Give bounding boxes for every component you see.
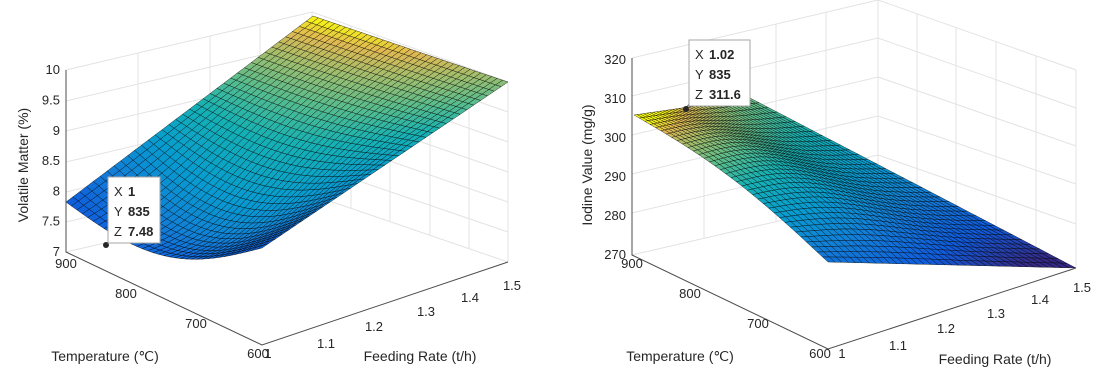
z-tick-label: 270 [604,247,626,262]
y-tick-label: 900 [621,256,643,271]
z-tick-label: 9.5 [42,93,60,108]
datatip-y-key: Y [695,67,704,82]
x-tick-label: 1.4 [1031,292,1049,307]
datatip-box [107,176,161,244]
x-tick-label: 1.1 [889,338,907,353]
iodine-value-surface-plot[interactable]: 270 280 290 300 310 320 600 700 800 900 1 1.1 1.2 1.3… [579,0,1091,367]
datatip-marker [683,106,689,112]
datatip-y-key: Y [114,204,123,219]
z-tick-label: 300 [604,130,626,145]
datatip-right[interactable]: X 1.02 Y 835 Z 311.6 [683,39,751,112]
x-tick-label: 1.3 [987,306,1005,321]
z-tick-label: 7.5 [42,214,60,229]
x-axis-label: Feeding Rate (t/h) [364,348,477,364]
datatip-x-key: X [114,184,123,199]
y-tick-label: 700 [747,316,769,331]
z-tick-label: 280 [604,208,626,223]
x-tick-label: 1.5 [503,278,521,293]
z-tick-label: 9 [53,123,60,138]
z-tick-label: 320 [604,52,626,67]
y-tick-label: 900 [55,256,77,271]
datatip-z-key: Z [114,224,122,239]
z-axis-label: Iodine Value (mg/g) [579,104,595,225]
datatip-x-value: 1 [128,184,135,199]
z-tick-label: 310 [604,91,626,106]
y-axis-label: Temperature (℃) [51,348,159,364]
y-tick-label: 600 [809,346,831,361]
x-axis-label: Feeding Rate (t/h) [939,351,1052,367]
x-tick-label: 1.5 [1073,280,1091,295]
y-tick-label: 700 [185,316,207,331]
y-axis-label: Temperature (℃) [626,348,734,364]
x-tick-label: 1.1 [317,336,335,351]
x-tick-label: 1.4 [461,290,479,305]
datatip-z-value: 311.6 [709,87,741,102]
z-tick-label: 290 [604,169,626,184]
x-tick-label: 1 [264,346,271,361]
x-tick-label: 1.3 [417,304,435,319]
y-tick-label: 600 [247,346,269,361]
x-tick-label: 1 [838,346,845,361]
z-axis-label: Volatile Matter (%) [15,108,31,222]
datatip-x-value: 1.02 [709,47,734,62]
x-tick-label: 1.2 [937,321,955,336]
datatip-z-value: 7.48 [128,224,153,239]
z-tick-label: 7 [53,244,60,259]
surface-patch [495,79,509,87]
x-tick-label: 1.2 [365,319,383,334]
y-tick-label: 800 [115,286,137,301]
z-tick-label: 8 [53,183,60,198]
datatip-x-key: X [695,47,704,62]
axes-left-plot [65,70,509,346]
z-tick-label: 8.5 [42,153,60,168]
datatip-y-value: 835 [128,204,150,219]
datatip-z-key: Z [695,87,703,102]
datatip-y-value: 835 [709,67,731,82]
datatip-left[interactable]: X 1 Y 835 Z 7.48 [103,176,161,248]
surface-mesh-right [633,97,1077,269]
axes-right-plot [631,58,1077,350]
z-tick-label: 10 [46,62,60,77]
y-tick-label: 800 [679,286,701,301]
volatile-matter-surface-plot[interactable]: 7 7.5 8 8.5 9 9.5 10 600 700 800 900 1 1.1 1.2 1.3 1.4 1… [15,11,521,364]
datatip-box [688,39,751,107]
